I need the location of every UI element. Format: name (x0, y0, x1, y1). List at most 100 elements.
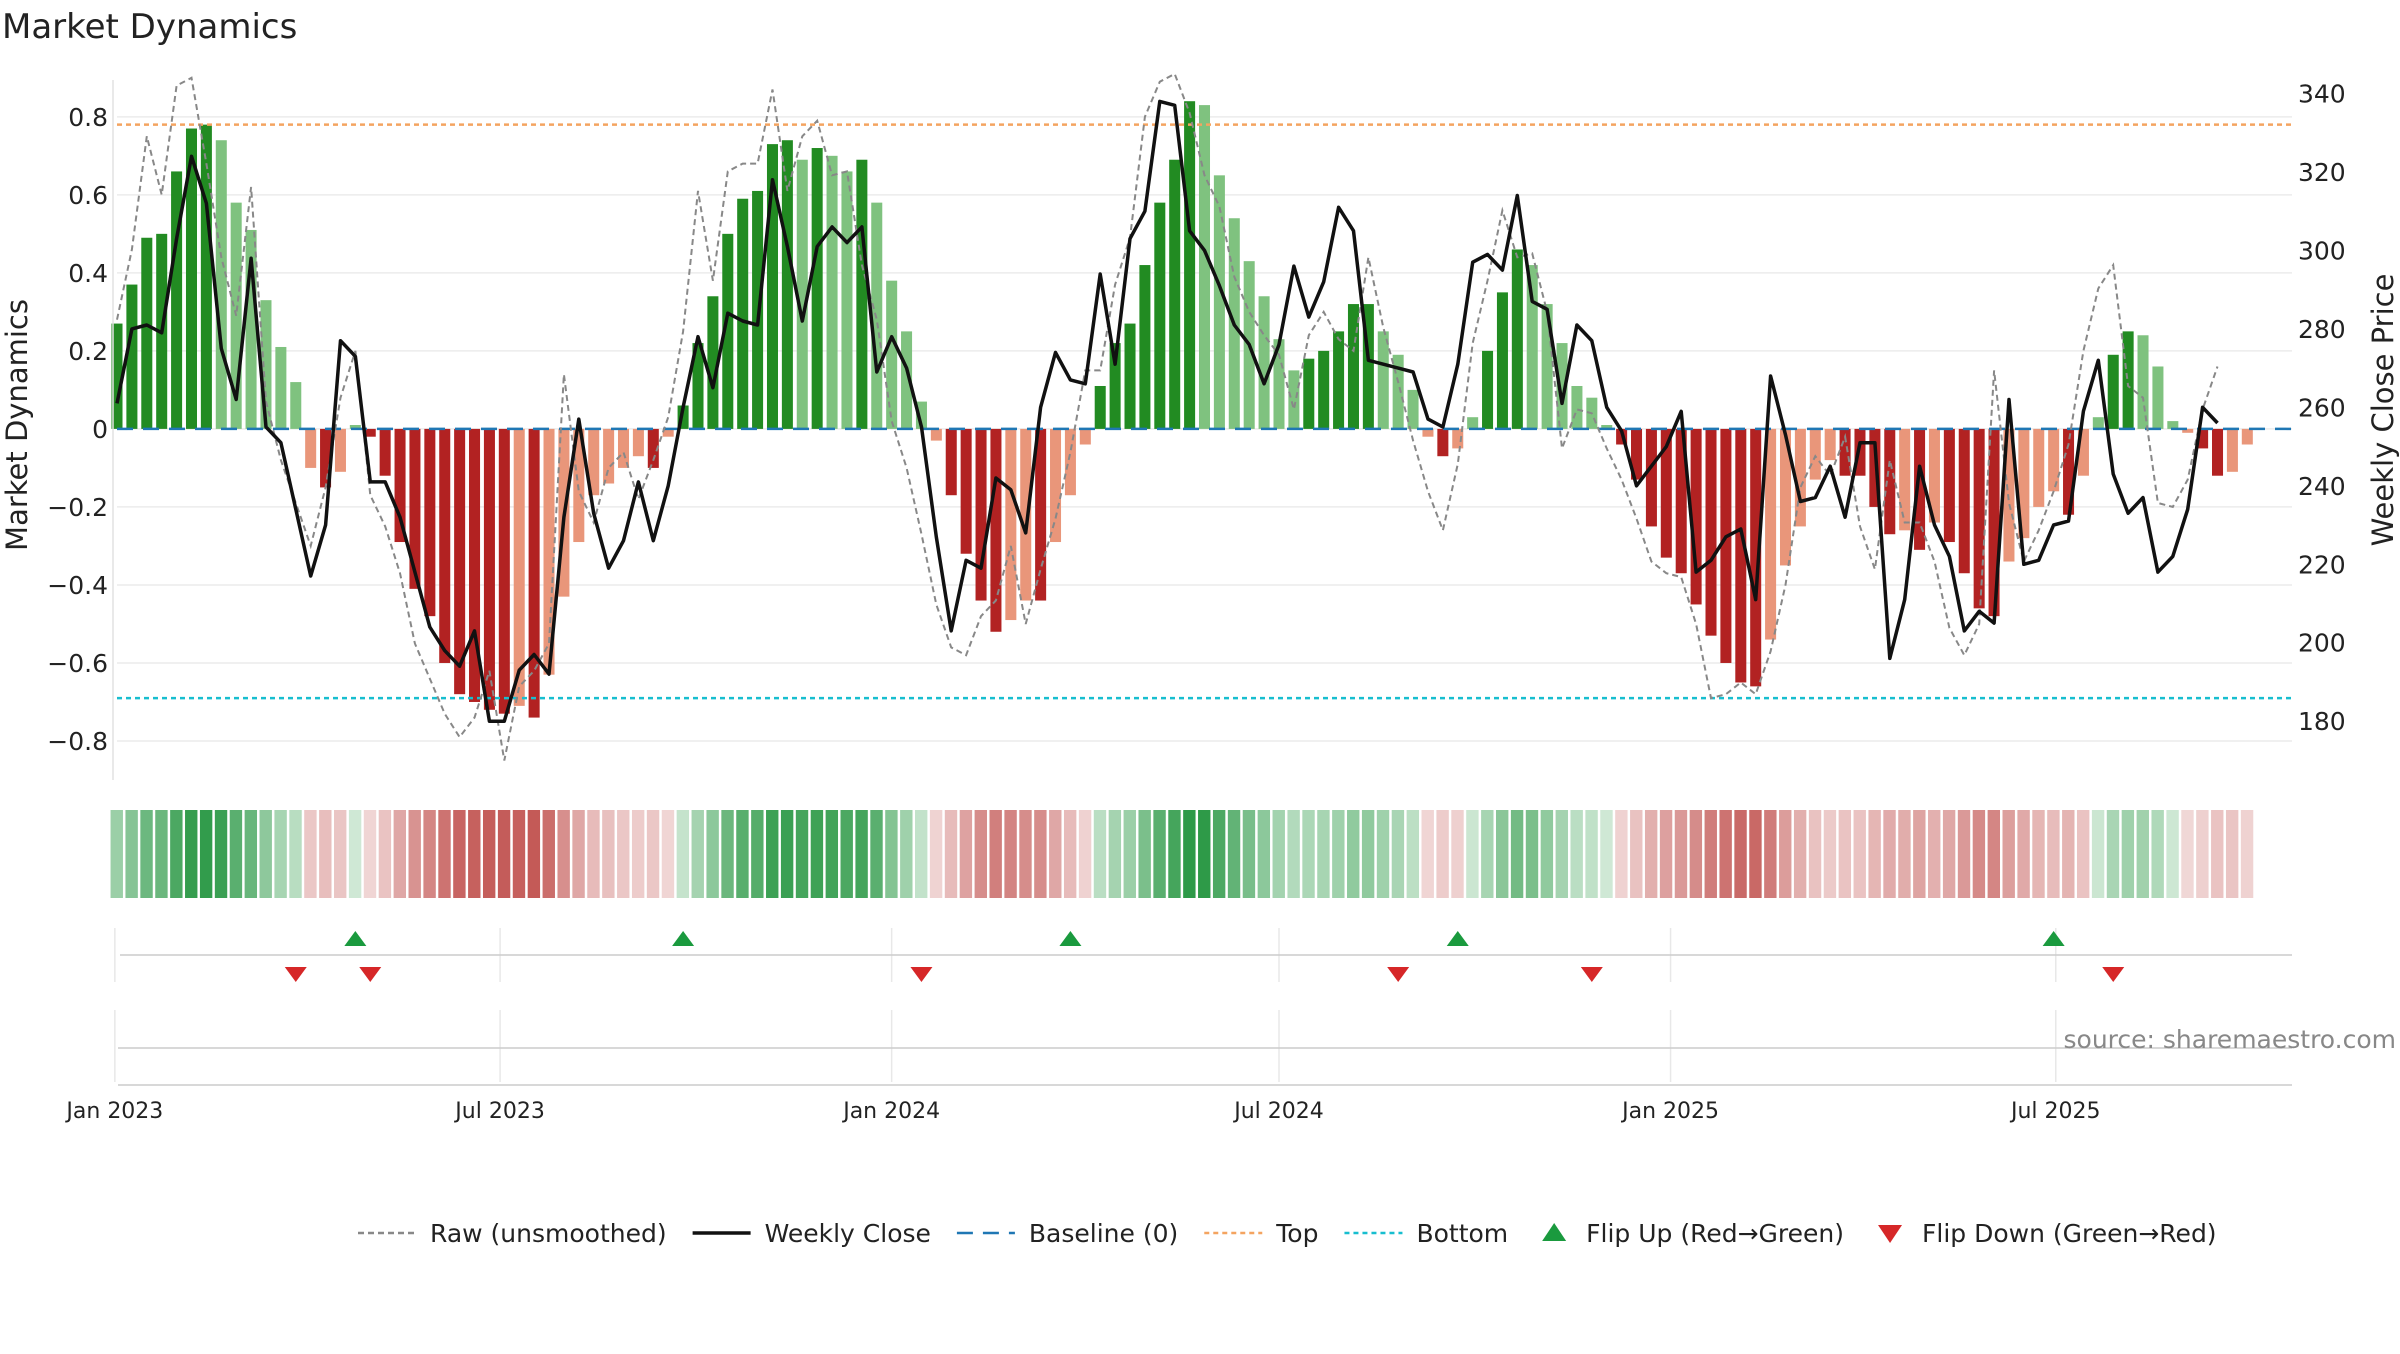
regime-cell (1719, 810, 1732, 898)
dynamics-bar (1779, 428, 1792, 566)
dynamics-bar (2182, 428, 2194, 433)
regime-cell (1883, 810, 1896, 898)
regime-cell (1674, 810, 1688, 898)
dynamics-bar (901, 331, 913, 429)
dynamics-bar (722, 233, 734, 429)
regime-cell (1004, 810, 1017, 898)
dynamics-bar (1333, 331, 1345, 429)
dynamics-bar (2077, 428, 2089, 476)
regime-cell (1898, 810, 1911, 898)
dynamics-bar (1914, 428, 1926, 550)
y-right-tick-label: 340 (2298, 80, 2346, 109)
regime-cell (900, 810, 913, 898)
flip-up-marker (2042, 931, 2065, 946)
dynamics-bar (1631, 428, 1643, 480)
x-tick-label: Jul 2025 (2009, 1099, 2101, 1124)
dynamics-bar (1541, 304, 1553, 429)
dynamics-bar (1675, 428, 1687, 574)
dynamics-bar (945, 428, 957, 496)
dynamics-bar (1050, 428, 1062, 543)
x-tick-label: Jul 2024 (1232, 1099, 1324, 1124)
regime-cell (1332, 810, 1345, 898)
regime-cell (2181, 810, 2194, 898)
y-tick-label: 0 (92, 415, 108, 444)
dynamics-bar (1035, 428, 1047, 601)
regime-cell (170, 810, 183, 898)
dynamics-bar (1839, 428, 1851, 476)
legend-label-flip_down: Flip Down (Green→Red) (1922, 1219, 2217, 1248)
regime-cell (617, 810, 630, 898)
dynamics-bar (1392, 354, 1404, 429)
regime-cell (676, 810, 690, 898)
regime-cell (1376, 810, 1390, 898)
dynamics-bar (1198, 105, 1211, 429)
regime-cell (1510, 810, 1524, 898)
regime-strip (110, 810, 2254, 898)
regime-cell (2136, 810, 2149, 898)
regime-cell (438, 810, 451, 898)
y-right-tick-label: 320 (2298, 158, 2346, 187)
dynamics-bar (1973, 428, 1985, 609)
regime-cell (810, 810, 824, 898)
bottom-panel (114, 1010, 2292, 1086)
regime-cell (1361, 810, 1375, 898)
regime-cell (408, 810, 421, 898)
dynamics-bar (1169, 159, 1181, 429)
regime-cell (721, 810, 734, 898)
regime-cell (2002, 810, 2015, 898)
regime-cell (527, 810, 541, 898)
dynamics-bar (1869, 428, 1881, 507)
regime-cell (1078, 810, 1092, 898)
regime-cell (572, 810, 585, 898)
regime-cell (1957, 810, 1971, 898)
dynamics-bar (707, 296, 719, 429)
dynamics-bar (766, 144, 778, 429)
regime-cell (1153, 810, 1166, 898)
regime-cell (185, 810, 198, 898)
dynamics-bar (1884, 428, 1896, 535)
dynamics-bar (2212, 428, 2224, 476)
legend: Raw (unsmoothed) Weekly Close Baseline (0)… (358, 1219, 2217, 1248)
dynamics-bar (483, 428, 495, 710)
regime-cell (631, 810, 645, 898)
regime-cell (1585, 810, 1598, 898)
reference-lines (117, 123, 2292, 700)
regime-cell (1466, 810, 1479, 898)
dynamics-bar (692, 343, 704, 429)
regime-cell (1495, 810, 1509, 898)
regime-cell (2166, 810, 2179, 898)
dynamics-bar (1258, 296, 1270, 429)
dynamics-bar (781, 140, 793, 429)
regime-cell (1659, 810, 1673, 898)
regime-cell (1913, 810, 1926, 898)
dynamics-bar (617, 428, 630, 468)
regime-cell (1272, 810, 1285, 898)
regime-cell (1942, 810, 1956, 898)
regime-cell (1287, 810, 1300, 898)
dynamics-bar (960, 428, 972, 554)
dynamics-bar (1064, 428, 1076, 496)
regime-cell (646, 810, 660, 898)
regime-cell (155, 810, 168, 898)
regime-cell (1242, 810, 1256, 898)
regime-cell (795, 810, 809, 898)
y-right-tick-label: 240 (2298, 472, 2346, 501)
dynamics-bar (2048, 428, 2060, 492)
flip-down-marker (284, 967, 307, 982)
regime-cell (1987, 810, 2001, 898)
regime-cell (825, 810, 839, 898)
regime-cell (2076, 810, 2090, 898)
dynamics-bar (2033, 428, 2045, 507)
dynamics-bar (1705, 428, 1717, 636)
regime-cell (1212, 810, 1226, 898)
dynamics-bar (1571, 385, 1583, 429)
regime-cell (482, 810, 496, 898)
dynamics-bar (215, 140, 227, 429)
legend-label-bottom: Bottom (1416, 1219, 1508, 1248)
dynamics-bar (677, 405, 689, 429)
dynamics-bar (1854, 428, 1866, 476)
regime-cell (661, 810, 675, 898)
regime-cell (125, 810, 138, 898)
dynamics-bar (1809, 428, 1821, 480)
dynamics-bar (1437, 428, 1449, 457)
